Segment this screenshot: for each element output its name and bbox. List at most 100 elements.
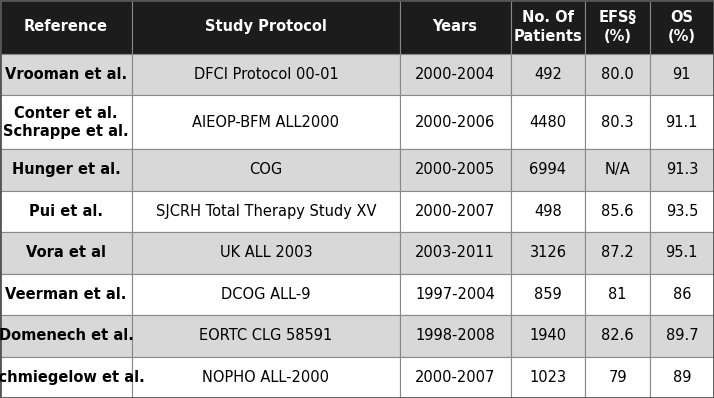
Text: 6994: 6994	[530, 162, 566, 178]
Text: 2000-2007: 2000-2007	[415, 370, 496, 385]
Bar	[0, 315, 132, 357]
Text: SJCRH Total Therapy Study XV: SJCRH Total Therapy Study XV	[156, 204, 376, 219]
Bar	[0, 191, 132, 232]
Text: Hunger et al.: Hunger et al.	[11, 162, 121, 178]
Text: 859: 859	[534, 287, 562, 302]
Text: Domenech et al.: Domenech et al.	[0, 328, 134, 343]
Text: EFS§
(%): EFS§ (%)	[598, 10, 637, 44]
Text: Vrooman et al.: Vrooman et al.	[5, 67, 127, 82]
Text: 498: 498	[534, 204, 562, 219]
Text: 3126: 3126	[530, 246, 566, 260]
Bar	[650, 191, 714, 232]
Text: EORTC CLG 58591: EORTC CLG 58591	[199, 328, 333, 343]
Bar	[132, 96, 400, 149]
Bar	[0, 0, 132, 54]
Text: Study Protocol: Study Protocol	[205, 20, 327, 35]
Text: DFCI Protocol 00-01: DFCI Protocol 00-01	[193, 67, 338, 82]
Bar	[132, 357, 400, 398]
Bar	[650, 315, 714, 357]
Text: Years: Years	[433, 20, 478, 35]
Bar	[511, 273, 585, 315]
Bar	[650, 273, 714, 315]
Bar	[0, 149, 132, 191]
Text: 4480: 4480	[530, 115, 566, 130]
Bar	[400, 357, 511, 398]
Text: 91.3: 91.3	[665, 162, 698, 178]
Bar	[511, 357, 585, 398]
Bar	[132, 191, 400, 232]
Bar	[400, 191, 511, 232]
Bar	[132, 0, 400, 54]
Bar	[0, 273, 132, 315]
Text: Schmiegelow et al.: Schmiegelow et al.	[0, 370, 144, 385]
Bar	[0, 54, 132, 96]
Bar	[585, 232, 650, 273]
Text: 1940: 1940	[530, 328, 566, 343]
Text: OS
(%): OS (%)	[668, 10, 696, 44]
Text: DCOG ALL-9: DCOG ALL-9	[221, 287, 311, 302]
Text: 81: 81	[608, 287, 627, 302]
Bar	[511, 232, 585, 273]
Text: 82.6: 82.6	[601, 328, 634, 343]
Text: 95.1: 95.1	[665, 246, 698, 260]
Bar	[132, 315, 400, 357]
Text: 89.7: 89.7	[665, 328, 698, 343]
Bar	[132, 273, 400, 315]
Text: 1997-2004: 1997-2004	[416, 287, 495, 302]
Text: 91.1: 91.1	[665, 115, 698, 130]
Bar	[132, 54, 400, 96]
Bar	[650, 149, 714, 191]
Bar	[585, 0, 650, 54]
Text: COG: COG	[249, 162, 283, 178]
Bar	[585, 315, 650, 357]
Text: 1023: 1023	[530, 370, 566, 385]
Text: 492: 492	[534, 67, 562, 82]
Bar	[585, 191, 650, 232]
Text: 87.2: 87.2	[601, 246, 634, 260]
Text: Reference: Reference	[24, 20, 108, 35]
Text: 2000-2007: 2000-2007	[415, 204, 496, 219]
Bar	[511, 96, 585, 149]
Bar	[585, 357, 650, 398]
Bar	[132, 149, 400, 191]
Bar	[400, 273, 511, 315]
Bar	[650, 232, 714, 273]
Bar	[400, 232, 511, 273]
Text: UK ALL 2003: UK ALL 2003	[220, 246, 312, 260]
Bar	[132, 232, 400, 273]
Text: Veerman et al.: Veerman et al.	[6, 287, 126, 302]
Text: 93.5: 93.5	[665, 204, 698, 219]
Bar	[585, 54, 650, 96]
Bar	[400, 0, 511, 54]
Bar	[650, 54, 714, 96]
Bar	[585, 149, 650, 191]
Bar	[511, 191, 585, 232]
Text: N/A: N/A	[605, 162, 630, 178]
Text: 89: 89	[673, 370, 691, 385]
Bar	[650, 357, 714, 398]
Bar	[400, 54, 511, 96]
Text: AIEOP-BFM ALL2000: AIEOP-BFM ALL2000	[193, 115, 339, 130]
Text: 2000-2005: 2000-2005	[415, 162, 496, 178]
Text: Conter et al.
Schrappe et al.: Conter et al. Schrappe et al.	[4, 105, 129, 139]
Bar	[585, 96, 650, 149]
Bar	[511, 315, 585, 357]
Text: Pui et al.: Pui et al.	[29, 204, 103, 219]
Text: 86: 86	[673, 287, 691, 302]
Text: NOPHO ALL-2000: NOPHO ALL-2000	[203, 370, 329, 385]
Bar	[650, 96, 714, 149]
Text: 1998-2008: 1998-2008	[416, 328, 495, 343]
Bar	[511, 0, 585, 54]
Text: 79: 79	[608, 370, 627, 385]
Text: 91: 91	[673, 67, 691, 82]
Bar	[511, 149, 585, 191]
Text: 80.3: 80.3	[601, 115, 634, 130]
Bar	[650, 0, 714, 54]
Bar	[585, 273, 650, 315]
Bar	[0, 232, 132, 273]
Bar	[400, 315, 511, 357]
Bar	[0, 96, 132, 149]
Text: 80.0: 80.0	[601, 67, 634, 82]
Text: 2003-2011: 2003-2011	[416, 246, 495, 260]
Bar	[511, 54, 585, 96]
